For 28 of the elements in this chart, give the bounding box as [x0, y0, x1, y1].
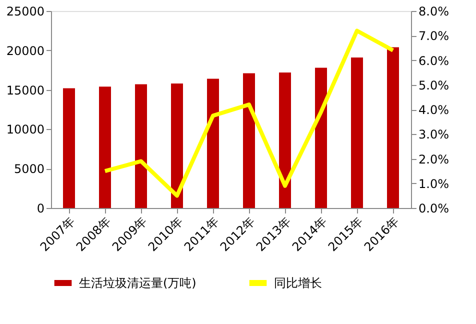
y2-tick-label: 1.0%	[418, 176, 449, 191]
y-tick-label: 15000	[6, 83, 44, 98]
y-tick-label: 10000	[6, 122, 44, 137]
bar	[243, 73, 255, 208]
bar	[171, 83, 183, 208]
line-series	[103, 28, 395, 198]
bar	[387, 47, 399, 208]
y2-tick-label: 7.0%	[418, 29, 449, 44]
y-tick-label: 25000	[6, 4, 44, 18]
y2-tick-label: 6.0%	[418, 54, 449, 68]
bar	[279, 72, 291, 208]
y2-tick-label: 2.0%	[418, 152, 449, 166]
legend-label: 同比增长	[274, 276, 322, 290]
bar	[207, 78, 219, 208]
bar	[99, 86, 111, 208]
y-tick-label: 0	[36, 202, 44, 216]
y2-tick-label: 3.0%	[418, 128, 449, 142]
bar	[315, 68, 327, 208]
bar	[351, 57, 363, 208]
bar	[63, 88, 75, 208]
y2-tick-label: 0.0%	[418, 202, 449, 216]
legend-label: 生活垃圾清运量(万吨)	[79, 276, 196, 290]
y-tick-label: 5000	[14, 162, 44, 176]
y2-tick-label: 8.0%	[418, 4, 449, 18]
bar	[135, 84, 147, 208]
y2-tick-label: 4.0%	[418, 103, 449, 117]
y-tick-label: 20000	[6, 44, 44, 58]
y2-tick-label: 5.0%	[418, 78, 449, 92]
